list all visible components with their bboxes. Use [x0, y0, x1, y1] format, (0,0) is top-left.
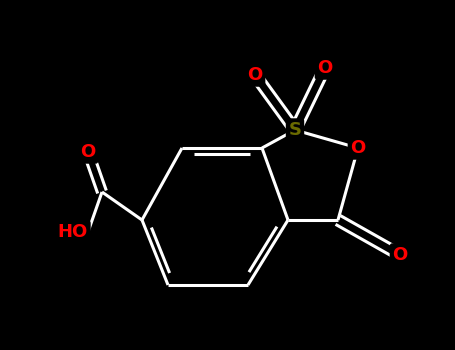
Text: S: S [288, 121, 302, 139]
Text: O: O [318, 59, 333, 77]
Text: HO: HO [58, 223, 88, 241]
Text: O: O [248, 66, 263, 84]
Text: O: O [350, 139, 366, 157]
Text: O: O [392, 246, 408, 264]
Text: O: O [81, 143, 96, 161]
